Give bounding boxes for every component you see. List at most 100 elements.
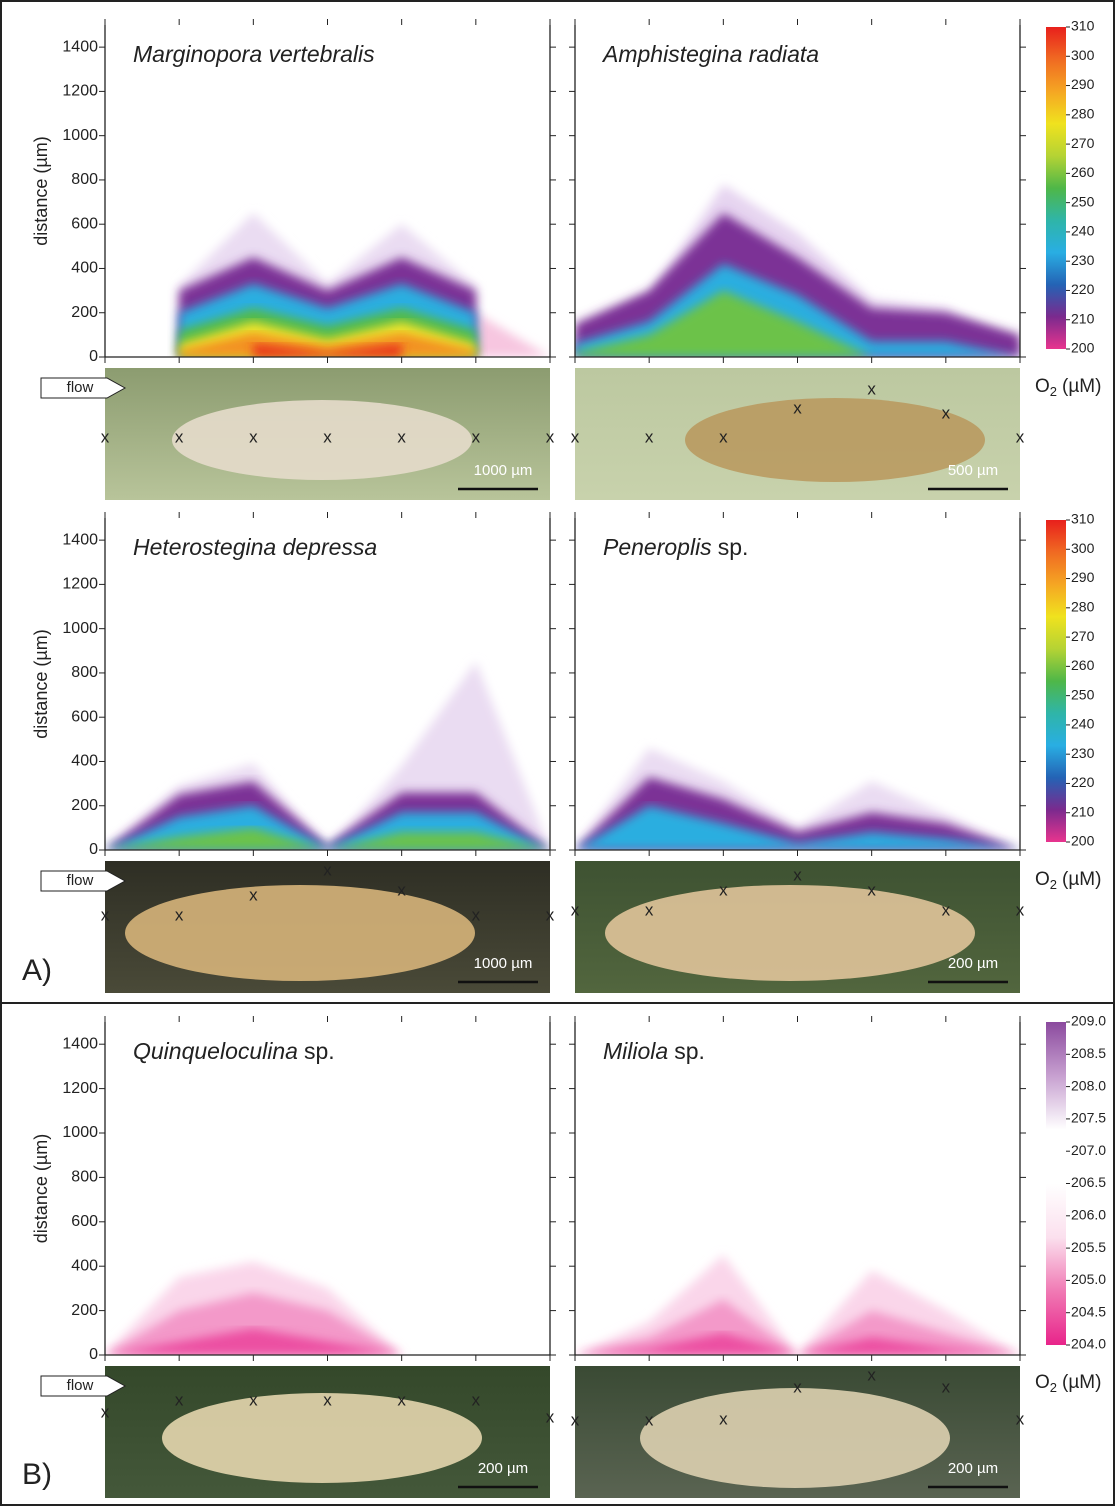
y-tick-label: 1000 <box>62 1124 98 1141</box>
colorbar-label: O2 (µM) <box>1035 1372 1101 1395</box>
flow-arrow <box>40 870 127 892</box>
measurement-marker: x <box>867 880 876 899</box>
y-tick-label: 800 <box>71 1169 98 1186</box>
axis <box>574 1022 1021 1356</box>
y-tick-label: 400 <box>71 753 98 770</box>
colorbar-tick-label: 208.5 <box>1071 1045 1106 1061</box>
oxygen-layer <box>575 805 1020 850</box>
panel: 0 200 400 600 800 1000 1200 1400 distance (µm) Qu… <box>31 1016 556 1498</box>
flow-arrow <box>40 377 127 399</box>
flow-label: flow <box>67 379 94 396</box>
y-tick-label: 200 <box>71 797 98 814</box>
colorbar-tick-label: 280 <box>1071 599 1095 615</box>
measurement-marker: x <box>571 1410 580 1429</box>
title-part: Marginopora vertebralis <box>133 41 375 67</box>
colorbar-tick-label: 205.0 <box>1071 1271 1106 1287</box>
colorbar-tick-label: 206.5 <box>1071 1174 1106 1190</box>
colorbar-tick-label: 210 <box>1071 803 1095 819</box>
measurement-marker: x <box>793 865 802 884</box>
measurement-marker: x <box>101 427 110 446</box>
measurement-marker: x <box>719 1409 728 1428</box>
layers <box>105 1261 402 1355</box>
specimen <box>685 398 985 482</box>
measurement-marker: x <box>397 880 406 899</box>
colorbar-tick-label: 200 <box>1071 340 1095 356</box>
colorbar-tick-label: 230 <box>1071 745 1095 761</box>
scale-bar-label: 200 µm <box>948 1460 998 1477</box>
measurement-marker: x <box>546 427 555 446</box>
colorbar-tick-label: 210 <box>1071 310 1095 326</box>
y-tick-label: 800 <box>71 664 98 681</box>
flow-label: flow <box>67 1377 94 1394</box>
colorbar-tick-label: 310 <box>1071 18 1095 34</box>
oxygen-layer <box>105 1328 402 1355</box>
measurement-marker: x <box>942 900 951 919</box>
colorbar <box>1046 27 1066 349</box>
measurement-marker: x <box>323 1390 332 1409</box>
panel-label: B) <box>22 1458 52 1491</box>
measurement-marker: x <box>546 1407 555 1426</box>
measurement-marker: x <box>472 427 481 446</box>
measurement-marker: x <box>1016 1409 1025 1428</box>
colorbar-tick-label: 290 <box>1071 76 1095 92</box>
specimen <box>640 1388 950 1488</box>
panel: Miliola sp. x x x x x x x 200 µm <box>569 1016 1026 1498</box>
y-tick-label: 1000 <box>62 620 98 637</box>
measurement-marker: x <box>249 1390 258 1409</box>
layers <box>105 661 550 850</box>
specimen <box>605 885 975 981</box>
title-part: Amphistegina radiata <box>601 41 819 67</box>
y-tick-label: 1000 <box>62 127 98 144</box>
colorbar-tick-label: 250 <box>1071 193 1095 209</box>
colorbar-tick-label: 290 <box>1071 569 1095 585</box>
layers <box>575 184 1020 357</box>
y-tick-label: 0 <box>89 841 98 858</box>
label-part: 2 <box>1050 384 1057 399</box>
colorbar-tick-label: 300 <box>1071 47 1095 63</box>
colorbar-tick-label: 270 <box>1071 628 1095 644</box>
colorbar-tick-label: 207.0 <box>1071 1142 1106 1158</box>
label-part: (µM) <box>1062 869 1101 890</box>
y-tick-label: 200 <box>71 304 98 321</box>
measurement-marker: x <box>1016 900 1025 919</box>
label-part: (µM) <box>1062 1372 1101 1393</box>
oxygen-layer <box>105 827 550 850</box>
panel-title: Quinqueloculina sp. <box>133 1038 335 1064</box>
y-axis-label: distance (µm) <box>31 1134 51 1243</box>
flow-label: flow <box>67 872 94 889</box>
y-tick-label: 600 <box>71 1213 98 1230</box>
colorbar-tick-label: 209.0 <box>1071 1013 1106 1029</box>
y-tick-label: 1400 <box>62 531 98 548</box>
measurement-marker: x <box>397 427 406 446</box>
panel-title: Miliola sp. <box>603 1038 705 1064</box>
y-tick-label: 400 <box>71 1257 98 1274</box>
oxygen-layer <box>575 290 872 357</box>
measurement-marker: x <box>867 1365 876 1384</box>
scale-bar-label: 500 µm <box>948 462 998 479</box>
scale-bar-label: 200 µm <box>948 955 998 972</box>
title-part: Peneroplis <box>603 534 712 560</box>
measurement-marker: x <box>867 379 876 398</box>
colorbar-tick-label: 260 <box>1071 657 1095 673</box>
scale-bar-label: 1000 µm <box>474 462 533 479</box>
y-tick-label: 1400 <box>62 1035 98 1052</box>
colorbar-tick-label: 260 <box>1071 164 1095 180</box>
oxygen-layer <box>575 1332 1020 1355</box>
colorbar-tick-label: 230 <box>1071 252 1095 268</box>
measurement-marker: x <box>1016 427 1025 446</box>
specimen <box>125 885 475 981</box>
label-part: 2 <box>1050 1380 1057 1395</box>
y-tick-label: 200 <box>71 1302 98 1319</box>
colorbar-tick-label: 240 <box>1071 223 1095 239</box>
colorbar-tick-label: 200 <box>1071 833 1095 849</box>
scale-bar-label: 200 µm <box>478 1460 528 1477</box>
colorbar-tick-label: 300 <box>1071 540 1095 556</box>
layers <box>575 1255 1020 1355</box>
y-tick-label: 0 <box>89 1346 98 1363</box>
measurement-marker: x <box>323 427 332 446</box>
colorbar-tick-label: 204.5 <box>1071 1303 1106 1319</box>
measurement-marker: x <box>175 905 184 924</box>
y-tick-label: 1200 <box>62 83 98 100</box>
panel: Amphistegina radiata x x x x x x x 500 µm <box>569 19 1026 500</box>
